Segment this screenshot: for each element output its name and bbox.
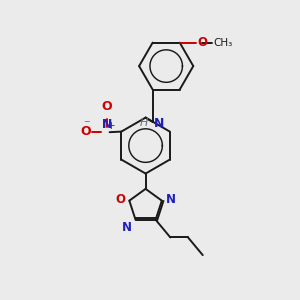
Text: H: H — [140, 118, 148, 128]
Text: ⁻: ⁻ — [83, 118, 90, 131]
Text: CH₃: CH₃ — [213, 38, 232, 48]
Text: N: N — [166, 193, 176, 206]
Text: +: + — [107, 121, 116, 131]
Text: O: O — [81, 124, 91, 137]
Text: N: N — [154, 117, 164, 130]
Text: O: O — [115, 193, 125, 206]
Text: N: N — [122, 221, 131, 234]
Text: O: O — [197, 36, 207, 49]
Text: N: N — [101, 118, 112, 131]
Text: O: O — [101, 100, 112, 113]
